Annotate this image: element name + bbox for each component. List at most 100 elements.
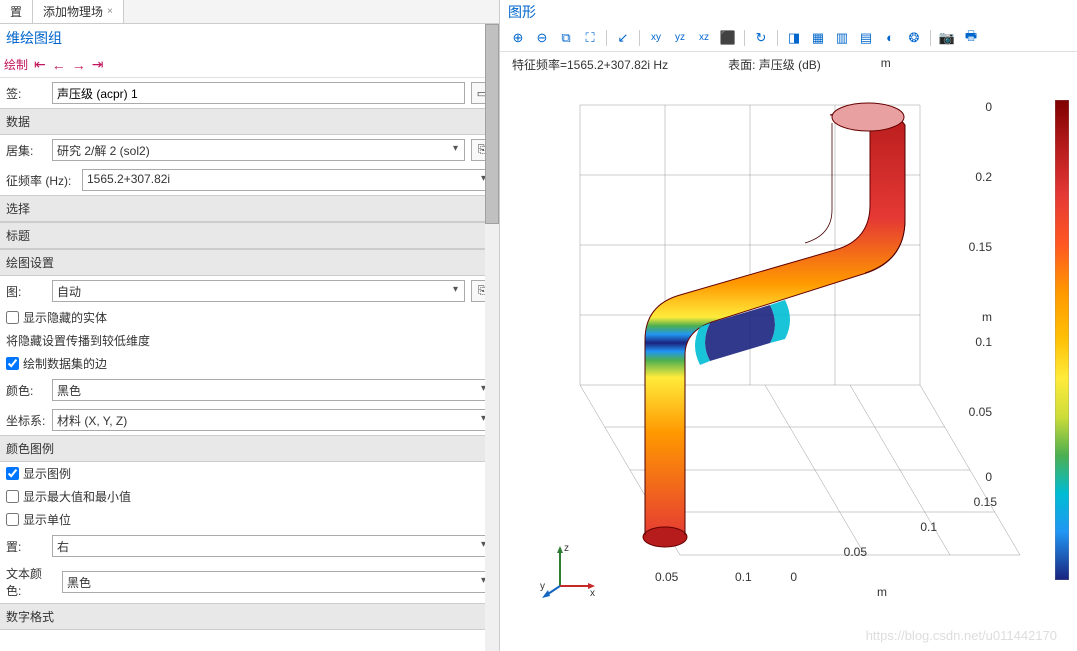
edge-color-label: 颜色:: [6, 382, 46, 399]
z-tick-5: 0.05: [969, 405, 992, 419]
snapshot-icon[interactable]: 📷: [937, 28, 957, 48]
grid-icon[interactable]: ▤: [856, 28, 876, 48]
scrollbar-thumb[interactable]: [485, 24, 499, 224]
edge-color-select[interactable]: 黑色: [52, 379, 493, 401]
unit-m: m: [881, 56, 891, 73]
svg-text:y: y: [540, 581, 545, 592]
legend-pos-select[interactable]: 右: [52, 535, 493, 557]
text-color-row: 文本颜色: 黑色: [0, 561, 499, 603]
show-minmax-row: 显示最大值和最小值: [0, 485, 499, 508]
show-legend-label: 显示图例: [23, 465, 71, 482]
x-axis-label: m: [877, 585, 887, 599]
legend-pos-label: 置:: [6, 538, 46, 555]
coord-select[interactable]: 材料 (X, Y, Z): [52, 409, 493, 431]
propagate-label: 将隐藏设置传播到较低维度: [6, 332, 150, 349]
zoom-out-icon[interactable]: ⊖: [532, 28, 552, 48]
graphics-title: 图形: [500, 0, 1077, 24]
svg-text:x: x: [590, 588, 595, 599]
propagate-row: 将隐藏设置传播到较低维度: [0, 329, 499, 352]
show-unit-checkbox[interactable]: [6, 513, 19, 526]
light-icon[interactable]: ◐: [880, 28, 900, 48]
label-row: 签: ▭: [0, 78, 499, 108]
separator: [930, 30, 931, 46]
z-tick-3: m: [982, 310, 992, 324]
text-color-select[interactable]: 黑色: [62, 571, 493, 593]
wireframe-icon[interactable]: ▥: [832, 28, 852, 48]
transparency-icon[interactable]: ▦: [808, 28, 828, 48]
print-icon[interactable]: 🖶: [961, 28, 981, 48]
x-tick-1: 0.1: [920, 520, 937, 534]
nav-next-icon[interactable]: →: [72, 57, 86, 73]
show-hidden-label: 显示隐藏的实体: [23, 309, 107, 326]
plot-area[interactable]: 0 0.2 0.15 m 0.1 0.05 0 0.15 0.1 0.05 0 …: [510, 75, 1067, 641]
dataset-row: 居集: 研究 2/解 2 (sol2) ⎘: [0, 135, 499, 165]
freq-row: 征频率 (Hz): 1565.2+307.82i: [0, 165, 499, 195]
close-icon[interactable]: ×: [107, 6, 113, 17]
separator: [606, 30, 607, 46]
zoom-box-icon[interactable]: ⧉: [556, 28, 576, 48]
tab-bar: 置 添加物理场×: [0, 0, 499, 24]
z-tick-0: 0: [985, 100, 992, 114]
zoom-in-icon[interactable]: ⊕: [508, 28, 528, 48]
x-tick-3: 0: [790, 570, 797, 584]
watermark: https://blog.csdn.net/u011442170: [866, 628, 1057, 643]
section-plot-settings[interactable]: 绘图设置: [0, 249, 499, 276]
view-select[interactable]: 自动: [52, 280, 465, 302]
plot-edges-checkbox[interactable]: [6, 357, 19, 370]
axis-indicator: z x y: [540, 541, 600, 601]
coord-label: 坐标系:: [6, 412, 46, 429]
select-icon[interactable]: ◨: [784, 28, 804, 48]
show-unit-row: 显示单位: [0, 508, 499, 531]
separator: [639, 30, 640, 46]
nav-prev-icon[interactable]: ←: [52, 57, 66, 73]
nav-last-icon[interactable]: ⇥: [92, 56, 104, 73]
section-number-format[interactable]: 数字格式: [0, 603, 499, 630]
view-3d-icon[interactable]: ⬛: [718, 28, 738, 48]
separator: [744, 30, 745, 46]
plot-info: 特征频率=1565.2+307.82i Hz 表面: 声压级 (dB) m: [500, 52, 1077, 77]
plot-toolbar: 绘制 ⇤ ← → ⇥: [0, 52, 499, 78]
section-select[interactable]: 选择: [0, 195, 499, 222]
graphics-panel: 图形 ⊕ ⊖ ⧉ ⛶ ↙ xy yz xz ⬛ ↻ ◨ ▦ ▥ ▤ ◐ ❂ 📷 …: [500, 0, 1077, 651]
plot-edges-label: 绘制数据集的边: [23, 355, 107, 372]
scrollbar[interactable]: [485, 24, 499, 651]
section-title[interactable]: 标题: [0, 222, 499, 249]
plot-label[interactable]: 绘制: [4, 56, 28, 73]
x-tick-2: 0.05: [844, 545, 867, 559]
view-xy2-icon[interactable]: xy: [646, 28, 666, 48]
show-legend-checkbox[interactable]: [6, 467, 19, 480]
surface-text: 表面: 声压级 (dB): [728, 56, 821, 73]
plot-edges-row: 绘制数据集的边: [0, 352, 499, 375]
freq-select[interactable]: 1565.2+307.82i: [82, 169, 493, 191]
colorbar: [1055, 100, 1069, 580]
z-tick-6: 0: [985, 470, 992, 484]
edge-color-row: 颜色: 黑色: [0, 375, 499, 405]
show-minmax-label: 显示最大值和最小值: [23, 488, 131, 505]
rotate-icon[interactable]: ↻: [751, 28, 771, 48]
tab-add-physics[interactable]: 添加物理场×: [33, 0, 124, 23]
view-xz-icon[interactable]: xz: [694, 28, 714, 48]
section-color-legend[interactable]: 颜色图例: [0, 435, 499, 462]
text-color-label: 文本颜色:: [6, 565, 56, 599]
zoom-extents-icon[interactable]: ⛶: [580, 28, 600, 48]
label-input[interactable]: [52, 82, 465, 104]
z-tick-2: 0.15: [969, 240, 992, 254]
section-data[interactable]: 数据: [0, 108, 499, 135]
coord-row: 坐标系: 材料 (X, Y, Z): [0, 405, 499, 435]
scene-light-icon[interactable]: ❂: [904, 28, 924, 48]
svg-text:z: z: [564, 543, 569, 554]
tab-settings[interactable]: 置: [0, 0, 33, 23]
show-hidden-checkbox[interactable]: [6, 311, 19, 324]
view-xy-icon[interactable]: ↙: [613, 28, 633, 48]
show-minmax-checkbox[interactable]: [6, 490, 19, 503]
view-yz-icon[interactable]: yz: [670, 28, 690, 48]
view-label: 图:: [6, 283, 46, 300]
graphics-toolbar: ⊕ ⊖ ⧉ ⛶ ↙ xy yz xz ⬛ ↻ ◨ ▦ ▥ ▤ ◐ ❂ 📷 🖶: [500, 24, 1077, 52]
legend-pos-row: 置: 右: [0, 531, 499, 561]
nav-first-icon[interactable]: ⇤: [34, 56, 46, 73]
panel-title: 维绘图组: [0, 24, 499, 52]
label-text: 签:: [6, 85, 46, 102]
separator: [777, 30, 778, 46]
dataset-select[interactable]: 研究 2/解 2 (sol2): [52, 139, 465, 161]
y-tick-1: 0.1: [735, 570, 752, 584]
